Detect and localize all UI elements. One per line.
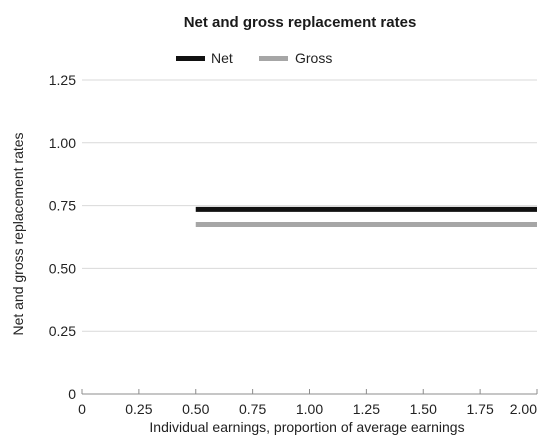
y-tick-label: 1.00 xyxy=(49,135,76,151)
legend-swatch-gross xyxy=(259,56,288,61)
x-tick-label: 2.00 xyxy=(510,401,537,417)
y-axis-label: Net and gross replacement rates xyxy=(10,132,26,335)
series-lines xyxy=(195,206,537,227)
x-tick-label: 1.25 xyxy=(353,401,380,417)
y-tick-label: 0.25 xyxy=(49,323,76,339)
y-tick-label: 0 xyxy=(68,386,76,402)
x-tick-label: 0.75 xyxy=(239,401,266,417)
legend: Net Gross xyxy=(176,50,332,66)
axes xyxy=(81,389,538,395)
gridlines xyxy=(82,79,537,332)
x-tick-label: 0.25 xyxy=(125,401,152,417)
x-tick-label: 0.50 xyxy=(182,401,209,417)
x-axis-label: Individual earnings, proportion of avera… xyxy=(149,419,464,435)
y-tick-label: 0.75 xyxy=(49,198,76,214)
legend-label-gross: Gross xyxy=(295,50,332,66)
x-tick-label: 1.50 xyxy=(410,401,437,417)
legend-label-net: Net xyxy=(211,50,233,66)
x-tick-label: 0 xyxy=(78,401,86,417)
legend-swatch-net xyxy=(176,56,205,61)
y-tick-label: 1.25 xyxy=(49,72,76,88)
x-tick-label: 1.00 xyxy=(296,401,323,417)
x-tick-labels: 0 0.25 0.50 0.75 1.00 1.25 1.50 1.75 2.00 xyxy=(78,401,537,417)
y-tick-label: 0.50 xyxy=(49,260,76,276)
y-tick-labels: 0 0.25 0.50 0.75 1.00 1.25 xyxy=(49,72,76,402)
chart-title: Net and gross replacement rates xyxy=(184,14,417,31)
x-tick-label: 1.75 xyxy=(467,401,494,417)
